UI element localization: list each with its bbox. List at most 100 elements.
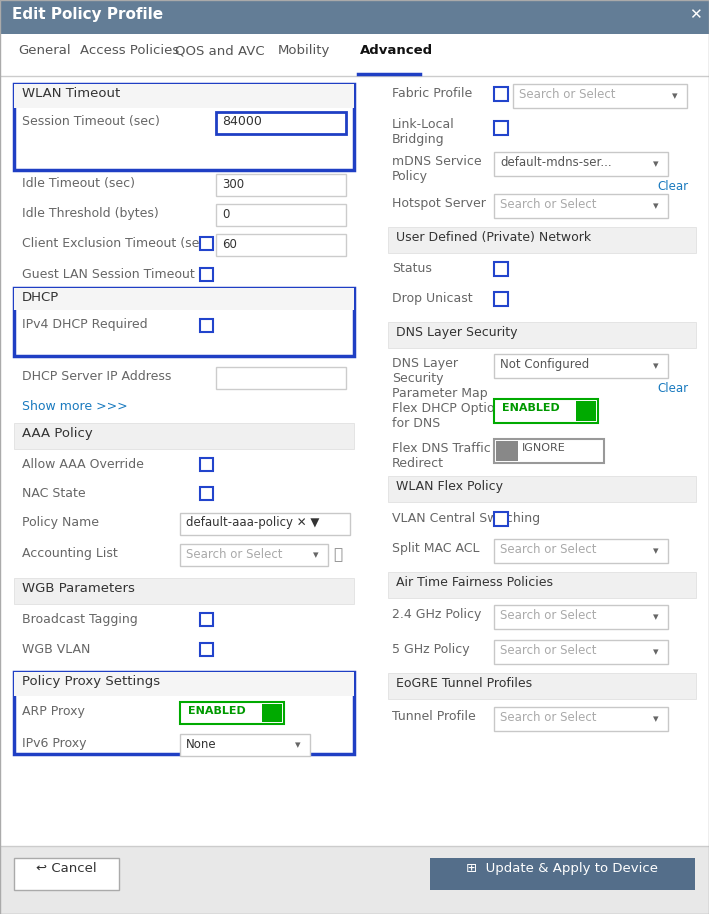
Bar — [14, 288, 354, 310]
Bar — [513, 84, 687, 108]
Bar — [14, 288, 354, 356]
Text: Allow AAA Override: Allow AAA Override — [22, 458, 144, 471]
Bar — [14, 672, 354, 696]
Text: 5 GHz Policy: 5 GHz Policy — [392, 643, 469, 656]
Text: Broadcast Tagging: Broadcast Tagging — [22, 613, 138, 626]
Bar — [388, 673, 696, 699]
Bar — [216, 234, 346, 256]
Text: ARP Proxy: ARP Proxy — [22, 705, 85, 718]
Text: Access Policies: Access Policies — [80, 44, 179, 57]
Bar — [576, 401, 596, 421]
Text: Search or Select: Search or Select — [500, 543, 596, 556]
Text: Tunnel Profile: Tunnel Profile — [392, 710, 476, 723]
Bar — [494, 152, 668, 176]
Text: ▾: ▾ — [653, 612, 659, 622]
Text: General: General — [18, 44, 71, 57]
Text: ▾: ▾ — [653, 714, 659, 724]
Text: Idle Timeout (sec): Idle Timeout (sec) — [22, 177, 135, 190]
Text: IPv4 DHCP Required: IPv4 DHCP Required — [22, 318, 147, 331]
Bar — [14, 84, 354, 170]
Bar — [180, 734, 310, 756]
Bar — [494, 354, 668, 378]
Bar — [200, 319, 213, 332]
Text: EoGRE Tunnel Profiles: EoGRE Tunnel Profiles — [396, 677, 532, 690]
Text: ▾: ▾ — [653, 361, 659, 371]
Bar — [494, 605, 668, 629]
Text: AAA Policy: AAA Policy — [22, 427, 93, 440]
Text: ENABLED: ENABLED — [502, 403, 559, 413]
Text: Accounting List: Accounting List — [22, 547, 118, 560]
Text: DNS Layer Security: DNS Layer Security — [396, 326, 518, 339]
Text: DHCP Server IP Address: DHCP Server IP Address — [22, 370, 172, 383]
Bar — [180, 544, 328, 566]
Text: None: None — [186, 738, 217, 751]
Text: DHCP: DHCP — [22, 291, 60, 304]
Text: IPv6 Proxy: IPv6 Proxy — [22, 737, 86, 750]
Bar — [494, 512, 508, 526]
Bar — [216, 204, 346, 226]
Text: mDNS Service
Policy: mDNS Service Policy — [392, 155, 481, 183]
Text: default-aaa-policy ✕ ▼: default-aaa-policy ✕ ▼ — [186, 516, 319, 529]
Bar — [494, 399, 598, 423]
Text: VLAN Central Switching: VLAN Central Switching — [392, 512, 540, 525]
Text: Policy Name: Policy Name — [22, 516, 99, 529]
Bar — [494, 439, 604, 463]
Text: ✕: ✕ — [688, 7, 701, 22]
Text: ▾: ▾ — [653, 647, 659, 657]
Bar — [200, 268, 213, 281]
Text: Search or Select: Search or Select — [500, 198, 596, 211]
Bar — [180, 702, 284, 724]
Bar — [216, 174, 346, 196]
Text: ▾: ▾ — [653, 159, 659, 169]
Bar — [388, 476, 696, 502]
Text: Search or Select: Search or Select — [500, 644, 596, 657]
Bar — [216, 367, 346, 389]
Bar — [14, 84, 354, 108]
Text: default-mdns-ser...: default-mdns-ser... — [500, 156, 612, 169]
Text: ▾: ▾ — [295, 740, 301, 750]
Text: Search or Select: Search or Select — [519, 88, 615, 101]
Text: Policy Proxy Settings: Policy Proxy Settings — [22, 675, 160, 688]
Text: Flex DHCP Option
for DNS: Flex DHCP Option for DNS — [392, 402, 503, 430]
Text: Guest LAN Session Timeout: Guest LAN Session Timeout — [22, 268, 195, 281]
Text: Edit Policy Profile: Edit Policy Profile — [12, 7, 163, 22]
Bar — [200, 613, 213, 626]
Text: Hotspot Server: Hotspot Server — [392, 197, 486, 210]
Bar — [200, 237, 213, 250]
Text: Link-Local
Bridging: Link-Local Bridging — [392, 118, 454, 146]
Text: ⊞  Update & Apply to Device: ⊞ Update & Apply to Device — [466, 862, 658, 875]
Bar — [14, 423, 354, 449]
Text: User Defined (Private) Network: User Defined (Private) Network — [396, 231, 591, 244]
Bar — [216, 112, 346, 134]
Text: ↩ Cancel: ↩ Cancel — [35, 862, 96, 875]
Bar — [14, 672, 354, 754]
Bar — [494, 707, 668, 731]
Text: 84000: 84000 — [222, 115, 262, 128]
Bar — [494, 87, 508, 101]
Text: Search or Select: Search or Select — [186, 548, 282, 561]
Text: Status: Status — [392, 262, 432, 275]
Bar — [14, 858, 119, 890]
Bar — [494, 640, 668, 664]
Bar — [496, 441, 518, 461]
Bar — [388, 572, 696, 598]
Text: ▾: ▾ — [653, 201, 659, 211]
Bar — [0, 0, 709, 34]
Text: WLAN Flex Policy: WLAN Flex Policy — [396, 480, 503, 493]
Text: 60: 60 — [222, 238, 237, 251]
Text: Show more >>>: Show more >>> — [22, 400, 128, 413]
Text: Search or Select: Search or Select — [500, 711, 596, 724]
Text: WLAN Timeout: WLAN Timeout — [22, 87, 121, 100]
Bar — [494, 292, 508, 306]
Bar — [200, 643, 213, 656]
Text: ▾: ▾ — [672, 91, 678, 101]
Text: 0: 0 — [222, 208, 230, 221]
Text: Idle Threshold (bytes): Idle Threshold (bytes) — [22, 207, 159, 220]
Bar — [14, 578, 354, 604]
Text: Clear: Clear — [657, 382, 688, 395]
Text: ▾: ▾ — [653, 546, 659, 556]
Bar — [200, 487, 213, 500]
Text: QOS and AVC: QOS and AVC — [175, 44, 264, 57]
Text: Client Exclusion Timeout (sec): Client Exclusion Timeout (sec) — [22, 237, 211, 250]
Text: Mobility: Mobility — [278, 44, 330, 57]
